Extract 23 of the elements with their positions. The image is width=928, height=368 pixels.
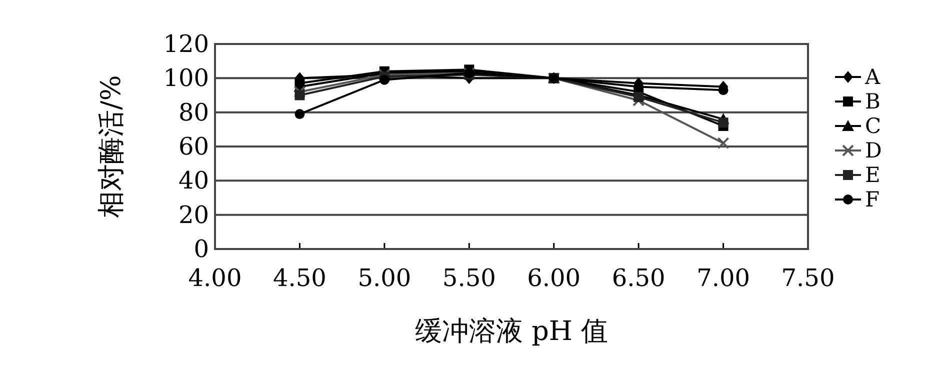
x-tick-label: 7.50: [781, 264, 835, 292]
y-tick-label: 100: [163, 64, 209, 92]
x-tick-label: 5.00: [358, 264, 412, 292]
x-tick-label: 4.50: [272, 264, 326, 292]
y-axis-title: 相对酶活/%: [96, 75, 127, 218]
y-tick-label: 60: [178, 132, 209, 160]
legend-label: B: [865, 90, 880, 114]
x-tick-label: 5.50: [442, 264, 496, 292]
y-tick-label: 40: [178, 166, 209, 195]
legend-label: E: [865, 163, 880, 187]
y-tick-label: 20: [178, 200, 209, 229]
x-tick-label: 4.00: [188, 264, 242, 292]
x-tick-label: 7.00: [696, 264, 750, 292]
legend-label: C: [865, 114, 882, 138]
x-tick-label: 6.00: [527, 264, 581, 292]
x-axis-title: 缓冲溶液 pH 值: [415, 316, 608, 347]
y-tick-label: 0: [194, 235, 209, 263]
legend-label: A: [864, 65, 881, 89]
legend-label: F: [865, 188, 880, 212]
x-tick-label: 6.50: [612, 264, 666, 292]
y-tick-label: 120: [163, 30, 209, 58]
y-tick-label: 80: [178, 98, 209, 126]
legend-label: D: [865, 138, 882, 162]
